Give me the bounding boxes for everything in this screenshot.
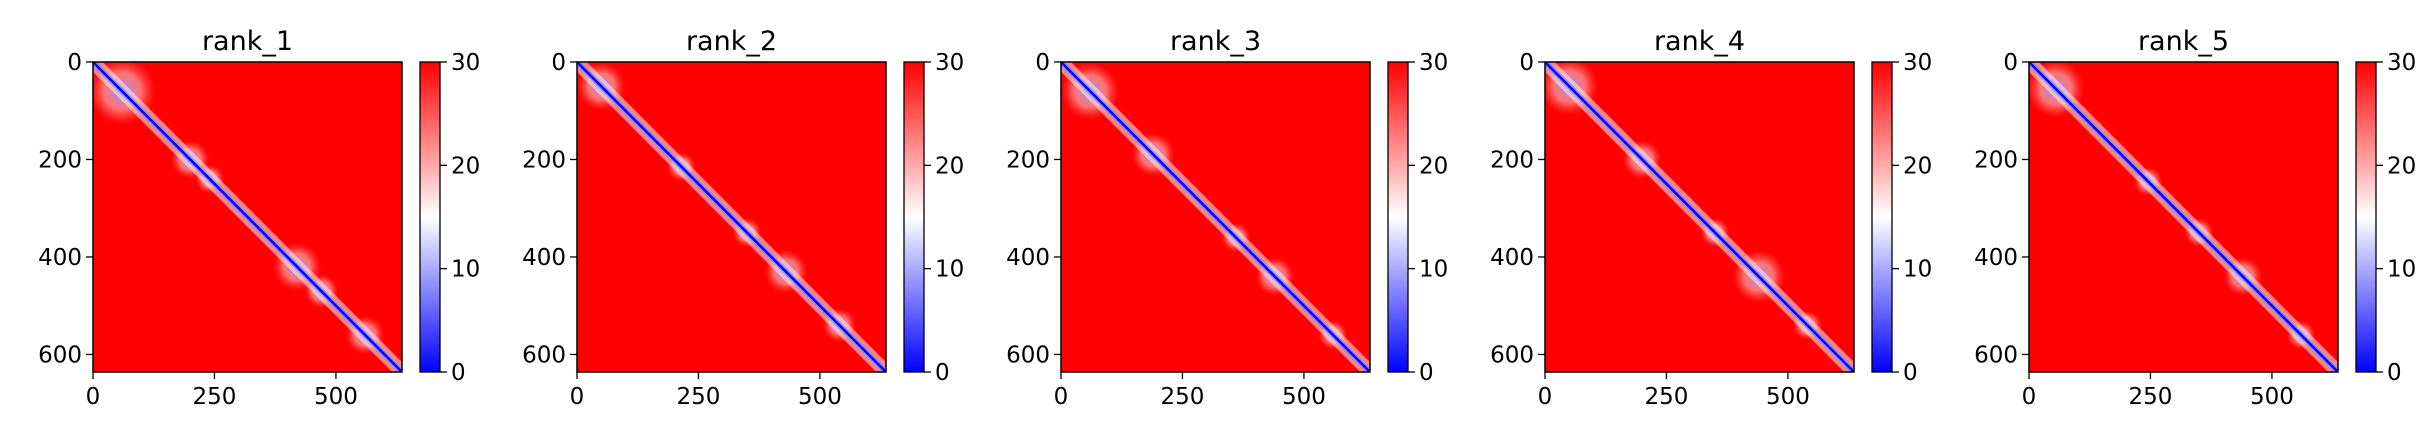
colorbar-tick-label: 30 — [1419, 50, 1448, 76]
colorbar-tick-label: 0 — [1903, 360, 1918, 386]
heatmap-diagonal — [1545, 62, 1854, 372]
y-tick-label: 200 — [1490, 147, 1534, 173]
x-tick-label: 250 — [677, 384, 721, 410]
y-tick-label: 600 — [1006, 342, 1050, 368]
plot-frame — [1060, 61, 1371, 373]
y-tick-label: 600 — [1490, 342, 1534, 368]
heatmap-area — [2029, 62, 2338, 372]
x-tick-label: 500 — [798, 384, 842, 410]
y-tick-label: 200 — [38, 147, 82, 173]
colorbar-tick-label: 0 — [2387, 360, 2402, 386]
colorbar-tick-label: 20 — [1419, 153, 1448, 179]
colorbar-tick-label: 30 — [935, 50, 964, 76]
x-tick-label: 500 — [2250, 384, 2294, 410]
y-tick-label: 200 — [522, 147, 566, 173]
x-tick-label: 500 — [1766, 384, 1810, 410]
plot-frame — [576, 61, 887, 373]
colorbar — [2355, 61, 2377, 373]
heatmap-diagonal — [577, 62, 886, 372]
heatmap-diagonal — [1061, 62, 1370, 372]
colorbar — [1387, 61, 1409, 373]
colorbar-tick-label: 10 — [2387, 257, 2416, 283]
chart-title: rank_4 — [1654, 26, 1745, 57]
colorbar-tick-label: 0 — [935, 360, 950, 386]
y-tick-label: 600 — [38, 342, 82, 368]
colorbar-tick-label: 10 — [451, 257, 480, 283]
colorbar-tick-label: 20 — [935, 153, 964, 179]
heatmap-diagonal — [93, 62, 402, 372]
x-tick-label: 0 — [570, 384, 585, 410]
y-tick-label: 0 — [1035, 50, 1050, 76]
y-tick-label: 400 — [522, 245, 566, 271]
y-tick-label: 400 — [1006, 245, 1050, 271]
x-tick-label: 500 — [1282, 384, 1326, 410]
y-tick-label: 600 — [1974, 342, 2018, 368]
chart-title: rank_5 — [2138, 26, 2229, 57]
colorbar-tick-label: 30 — [1903, 50, 1932, 76]
x-tick-label: 250 — [1161, 384, 1205, 410]
colorbar-tick-label: 10 — [1419, 257, 1448, 283]
y-tick-label: 200 — [1006, 147, 1050, 173]
plot-frame — [1544, 61, 1855, 373]
y-tick-label: 400 — [1974, 245, 2018, 271]
chart-title: rank_2 — [686, 26, 777, 57]
x-tick-label: 0 — [2022, 384, 2037, 410]
y-tick-label: 600 — [522, 342, 566, 368]
y-tick-label: 0 — [67, 50, 82, 76]
x-tick-label: 500 — [314, 384, 358, 410]
colorbar-tick-label: 20 — [2387, 153, 2416, 179]
heatmap-area — [577, 62, 886, 372]
colorbar — [903, 61, 925, 373]
colorbar-tick-label: 30 — [2387, 50, 2416, 76]
y-tick-label: 0 — [551, 50, 566, 76]
heatmap-diagonal — [2029, 62, 2338, 372]
colorbar-tick-label: 0 — [1419, 360, 1434, 386]
x-tick-label: 250 — [193, 384, 237, 410]
x-tick-label: 0 — [1538, 384, 1553, 410]
colorbar-tick-label: 0 — [451, 360, 466, 386]
heatmap-area — [93, 62, 402, 372]
x-tick-label: 250 — [1645, 384, 1689, 410]
x-tick-label: 250 — [2129, 384, 2173, 410]
colorbar — [1871, 61, 1893, 373]
y-tick-label: 0 — [1519, 50, 1534, 76]
heatmap-area — [1061, 62, 1370, 372]
y-tick-label: 200 — [1974, 147, 2018, 173]
y-tick-label: 0 — [2003, 50, 2018, 76]
y-tick-label: 400 — [38, 245, 82, 271]
colorbar-tick-label: 30 — [451, 50, 480, 76]
x-tick-label: 0 — [1054, 384, 1069, 410]
plot-frame — [92, 61, 403, 373]
colorbar-tick-label: 10 — [1903, 257, 1932, 283]
heatmap-area — [1545, 62, 1854, 372]
colorbar — [419, 61, 441, 373]
colorbar-tick-label: 10 — [935, 257, 964, 283]
plot-frame — [2028, 61, 2339, 373]
colorbar-tick-label: 20 — [451, 153, 480, 179]
y-tick-label: 400 — [1490, 245, 1534, 271]
chart-title: rank_1 — [202, 26, 293, 57]
colorbar-tick-label: 20 — [1903, 153, 1932, 179]
x-tick-label: 0 — [86, 384, 101, 410]
chart-title: rank_3 — [1170, 26, 1261, 57]
